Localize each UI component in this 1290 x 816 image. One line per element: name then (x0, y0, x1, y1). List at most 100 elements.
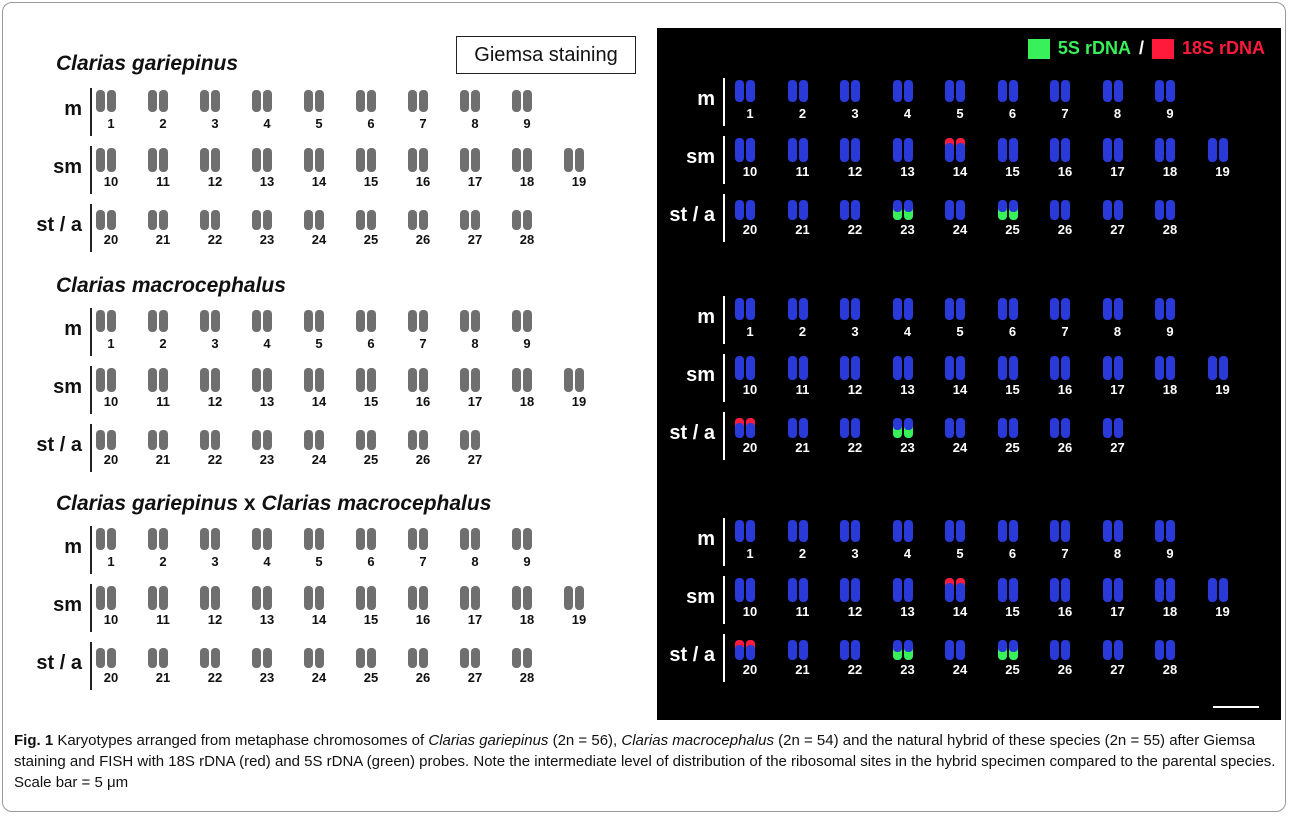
row-divider (90, 88, 92, 136)
chromosome-number: 6 (367, 116, 375, 131)
chromosome-number: 10 (742, 164, 758, 179)
chromosome-number: 6 (1008, 546, 1017, 561)
chromosome (367, 430, 376, 450)
chromosome-number: 25 (363, 452, 379, 467)
chromosome-pair-8: 8 (1102, 518, 1133, 570)
chromosome-number: 5 (315, 336, 323, 351)
chromosome-pair-26: 26 (1050, 634, 1080, 686)
chromosome (148, 310, 157, 332)
red-swatch (1151, 38, 1174, 59)
chromosome-pair-15: 15 (356, 584, 386, 636)
chromosome (315, 310, 324, 332)
chromosome-pair-20: 20 (735, 194, 765, 246)
chromosome-pair-16: 16 (408, 146, 438, 198)
chromosome (798, 640, 808, 660)
chromosome (356, 586, 365, 610)
chromosome-number: 17 (1110, 382, 1125, 397)
chromosome-pair-19: 19 (564, 584, 594, 636)
chromosome (96, 210, 105, 230)
chromosome-pair-4: 4 (252, 88, 282, 140)
chromosome (460, 586, 469, 610)
chromosome-pair-12: 12 (200, 146, 230, 198)
chromosome (735, 138, 744, 162)
chromosome-pair-22: 22 (200, 642, 230, 694)
chromosome (997, 578, 1007, 602)
chromosome (107, 430, 116, 450)
chromosome (787, 578, 797, 602)
chromosome-pair-14: 14 (304, 146, 334, 198)
chromosome-pair-16: 16 (1050, 354, 1080, 406)
chromosome (1155, 356, 1164, 380)
row-divider (90, 366, 92, 414)
chromosome-number: 22 (847, 440, 863, 455)
chromosome (735, 578, 744, 602)
chromosome (945, 520, 954, 542)
chromosome-pair-11: 11 (148, 366, 178, 418)
chromosome-number: 3 (851, 546, 859, 561)
chromosome-number: 4 (903, 324, 912, 339)
chromosome-number: 28 (519, 670, 535, 685)
chromosome (564, 148, 573, 172)
chromosome (1102, 418, 1112, 438)
chromosome-pair-12: 12 (840, 576, 870, 628)
chromosome-number: 10 (742, 604, 758, 619)
chromosome (1113, 520, 1123, 542)
chromosome (892, 418, 902, 438)
chromosome-number: 9 (1166, 106, 1174, 121)
chromosome (107, 586, 116, 610)
chromosome (367, 210, 376, 230)
chromosome-number: 23 (259, 452, 275, 467)
chromosome (252, 90, 261, 112)
chromosome (735, 520, 744, 542)
chromosome-number: 5 (956, 546, 964, 561)
chromosome-number: 10 (742, 382, 758, 397)
chromosome (200, 90, 209, 112)
chromosome (903, 578, 913, 602)
chromosome (512, 368, 521, 392)
chromosome-number: 26 (1057, 222, 1073, 237)
chromosome-number: 12 (847, 604, 863, 619)
chromosome (1113, 418, 1123, 438)
chromosome-number: 26 (1057, 662, 1073, 677)
chromosome (1008, 138, 1018, 162)
green-swatch (1027, 38, 1050, 59)
chromosome-number: 7 (1061, 324, 1069, 339)
chromosome-pair-6: 6 (356, 88, 386, 140)
chromosome (798, 356, 808, 380)
chromosome (200, 430, 209, 450)
chromosome-pair-6: 6 (356, 308, 386, 360)
chromosome (746, 578, 755, 602)
row-divider (723, 412, 725, 460)
chromosome-pair-13: 13 (252, 584, 282, 636)
chromosome-pair-18: 18 (1155, 576, 1185, 628)
chromosome-pair-27: 27 (1102, 634, 1133, 686)
chromosome-pair-3: 3 (840, 296, 870, 348)
chromosome-number: 13 (900, 604, 915, 619)
chromosome-pair-19: 19 (1207, 576, 1238, 628)
chromosome-number: 26 (1057, 440, 1073, 455)
chromosome-number: 28 (519, 232, 535, 247)
chromosome (252, 368, 261, 392)
chromosome-pair-22: 22 (840, 194, 870, 246)
chromosome (460, 648, 469, 668)
chromosome (148, 210, 157, 230)
chromosome (315, 430, 324, 450)
chromosome-number: 4 (903, 546, 912, 561)
chromosome-pair-8: 8 (460, 526, 490, 578)
chromosome (892, 138, 902, 162)
chromosome (1166, 138, 1175, 162)
chromosome-number: 13 (259, 394, 275, 409)
row-divider (90, 642, 92, 690)
chromosome-pair-9: 9 (1155, 296, 1185, 348)
chromosome (200, 368, 209, 392)
chromosome-number: 27 (467, 232, 483, 247)
chromosome-number: 13 (259, 174, 275, 189)
chromosome-pair-17: 17 (460, 366, 490, 418)
chromosome-pair-12: 12 (200, 584, 230, 636)
chromosome (1008, 520, 1018, 542)
chromosome-pair-17: 17 (1102, 576, 1133, 628)
chromosome-number: 5 (956, 106, 964, 121)
chromosome (419, 368, 428, 392)
chromosome-pair-28: 28 (1155, 634, 1185, 686)
chromosome-pair-9: 9 (512, 308, 542, 360)
